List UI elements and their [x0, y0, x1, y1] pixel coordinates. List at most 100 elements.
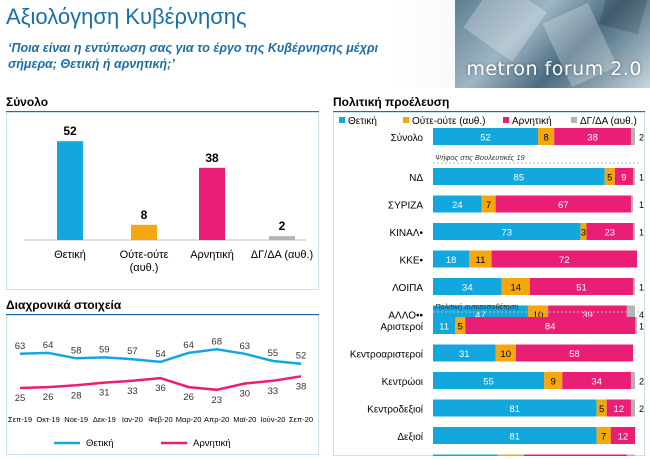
trend-panel-title: Διαχρονικά στοιχεία [6, 298, 122, 312]
political-row-2-2-seg-3 [630, 372, 635, 389]
political-row-2-2-seg-1 [544, 372, 563, 389]
political-row-2-4-seg-1 [596, 427, 611, 444]
trend-xtick-0: Σεπ-19 [8, 415, 32, 424]
political-row-2-3-seg-3 [630, 399, 635, 417]
political-row-1-1-val-1: 7 [486, 200, 491, 211]
political-row-2-1-val-0: 31 [459, 349, 470, 360]
total-bar-0-label: Θετική [54, 249, 86, 261]
political-row-1-2-seg-0 [433, 223, 581, 240]
political-row-1-2-val-0: 73 [501, 228, 512, 239]
logo-banner: metron forum 2.0 [455, 0, 650, 88]
political-row-2-3-seg-1 [596, 399, 607, 417]
political-row-1-2-seg-1 [580, 223, 587, 240]
political-row-2-1-seg-2 [515, 344, 633, 362]
total-bar-1-value: 8 [141, 208, 148, 222]
political-row-2-1-val-2: 58 [569, 349, 580, 360]
political-row-1-5-val-1: 10 [533, 310, 544, 321]
total-bar-2-value: 38 [205, 151, 219, 165]
total-bar-0-value: 52 [63, 124, 77, 138]
political-row-2-0-seg-1 [455, 317, 466, 334]
political-row-2-5-seg-3 [626, 454, 635, 456]
political-row-1-1-val-3: 1 [639, 200, 644, 210]
trend-xtick-3: Δεκ-19 [93, 415, 116, 424]
trend-line-chart: 63 64 58 59 57 54 64 68 63 55 52 25 26 28 31 33 36 26 23 30… [6, 315, 319, 455]
total-bar-2 [199, 167, 225, 240]
political-row-1-2-seg-2 [586, 223, 633, 240]
political-stacked-chart: Θετική Ούτε-ούτε (αυθ.) Αρνητική ΔΓ/ΔΑ (αυθ… [333, 112, 645, 456]
political-row-1-0-seg-1 [604, 168, 615, 185]
political-row-2-3-val-0: 81 [510, 404, 521, 415]
trend-label-1-3: 31 [99, 388, 110, 399]
trend-label-0-10: 52 [296, 351, 307, 362]
trend-label-0-2: 58 [71, 345, 82, 356]
political-row-2-2-val-3: 2 [639, 377, 644, 387]
political-row-1-3-seg-2 [491, 250, 638, 268]
political-row-2-5-seg-1 [497, 454, 524, 456]
trend-label-1-2: 28 [71, 390, 82, 401]
political-row-1-0-seg-3 [632, 168, 635, 185]
political-row-2-0-val-1: 5 [458, 322, 463, 333]
political-legend-swatch-3 [571, 117, 577, 123]
political-row-1-0-val-2: 9 [621, 173, 626, 184]
political-row-2-5-seg-2 [523, 454, 627, 456]
political-row-1-0-label: ΝΔ [409, 173, 423, 184]
trend-xtick-1: Οκτ-19 [36, 415, 59, 424]
trend-xtick-4: Ιαν-20 [122, 415, 143, 424]
trend-label-1-6: 26 [183, 392, 194, 403]
total-bar-3-value: 2 [279, 219, 286, 233]
political-row-1-4-val-2: 51 [576, 283, 587, 294]
trend-xtick-10: Σεπ-20 [289, 415, 313, 424]
political-row-1-2-label: ΚΙΝΑΛ• [389, 228, 423, 239]
political-row-2-4-val-0: 81 [510, 432, 521, 443]
political-row-0-0-seg-3 [630, 128, 635, 145]
political-row-0-0-val-3: 2 [639, 133, 644, 143]
political-row-2-2-label: Κεντρώοι [382, 376, 423, 388]
trend-label-1-0: 25 [15, 393, 26, 404]
political-row-1-4-seg-0 [433, 278, 502, 295]
political-row-2-4-val-2: 12 [618, 432, 629, 443]
political-row-1-5-val-3: 4 [639, 310, 644, 320]
political-legend-label-0: Θετική [348, 115, 377, 127]
political-row-0-0-val-2: 38 [587, 133, 598, 144]
trend-legend-label-0: Θετική [86, 438, 114, 449]
trend-label-1-1: 26 [43, 392, 54, 403]
political-legend-swatch-1 [403, 117, 409, 123]
political-legend-swatch-0 [339, 117, 345, 123]
political-row-2-3-seg-2 [606, 399, 631, 417]
total-panel-title: Σύνολο [6, 95, 49, 109]
political-row-1-5-val-0: 47 [475, 310, 486, 321]
trend-label-1-9: 33 [268, 386, 279, 397]
political-row-1-4-seg-2 [529, 278, 633, 295]
trend-legend-label-1: Αρνητική [193, 438, 231, 449]
political-row-1-1-seg-2 [495, 195, 631, 213]
political-row-2-3-val-1: 5 [599, 404, 604, 415]
political-legend-label-1: Ούτε-ούτε (αυθ.) [412, 115, 485, 127]
total-bar-1-label-2: (αυθ.) [130, 262, 159, 274]
political-row-1-2-val-1: 3 [581, 228, 586, 239]
total-panel-frame [6, 112, 319, 290]
trend-line-1 [19, 375, 302, 392]
political-row-1-4-val-1: 14 [511, 283, 522, 294]
political-row-1-0-val-1: 5 [607, 173, 612, 184]
political-row-2-0-seg-3 [635, 317, 638, 334]
political-row-1-4-label: ΛΟΙΠΑ [392, 283, 423, 294]
political-row-2-2-seg-2 [562, 372, 631, 389]
political-row-1-0-val-3: 1 [639, 173, 644, 183]
total-bar-2-label: Αρνητική [190, 249, 234, 261]
political-row-2-2-val-1: 9 [551, 377, 556, 388]
political-row-1-3-seg-0 [433, 250, 470, 268]
political-row-2-1-seg-1 [495, 344, 516, 362]
trend-label-1-4: 33 [127, 386, 138, 397]
political-row-0-0-seg-1 [538, 128, 555, 145]
political-row-1-4-seg-1 [501, 278, 530, 295]
political-row-2-3-val-2: 12 [614, 404, 625, 415]
political-row-0-0-val-1: 8 [543, 133, 548, 144]
political-row-1-3-val-2: 72 [559, 255, 570, 266]
political-row-1-2-val-2: 23 [604, 228, 615, 239]
trend-label-0-8: 63 [240, 341, 251, 352]
trend-xtick-9: Ιούν-20 [260, 415, 285, 424]
political-row-1-4-val-3: 1 [639, 283, 644, 293]
political-row-1-3-label: ΚΚΕ• [399, 256, 423, 267]
political-row-1-1-seg-1 [481, 195, 496, 213]
trend-label-0-5: 54 [155, 349, 166, 360]
